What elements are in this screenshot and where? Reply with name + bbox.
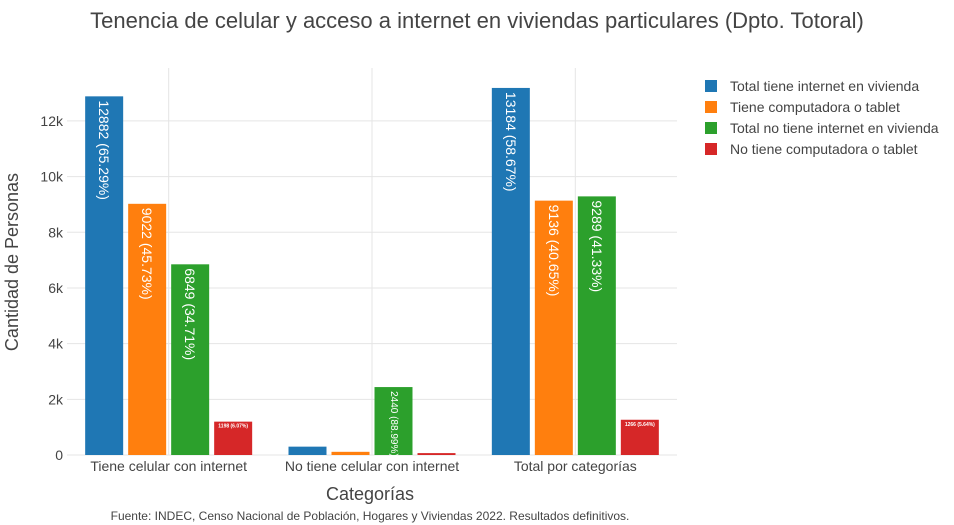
x-tick-label: No tiene celular con internet	[285, 458, 459, 474]
bar	[374, 387, 413, 455]
y-tick-label: 0	[55, 447, 63, 463]
bar	[331, 451, 370, 455]
x-tick-label: Tiene celular con internet	[90, 458, 247, 474]
grid-layer	[67, 68, 677, 456]
y-tick-label: 10k	[40, 169, 64, 185]
bars-layer	[85, 87, 659, 455]
bar-labels-layer: 12882 (65.29%) 13184 (58.67%) 9022 (45.73%…	[96, 92, 655, 457]
y-tick-label: 8k	[48, 224, 64, 240]
x-tick-label: Total por categorías	[514, 458, 637, 474]
legend: Total tiene internet en vivienda Tiene co…	[705, 78, 939, 157]
legend-swatch	[705, 101, 717, 113]
y-axis: 0 2k 4k 6k 8k 10k 12k	[40, 113, 64, 463]
bar	[85, 96, 124, 455]
bar-data-label: 9136 (40.65%)	[546, 205, 562, 297]
x-axis: Tiene celular con internet No tiene celul…	[90, 458, 636, 474]
bar	[620, 419, 659, 455]
legend-entry: Total no tiene internet en vivienda	[730, 120, 939, 136]
y-axis-title: Cantidad de Personas	[2, 173, 22, 351]
source-note: Fuente: INDEC, Censo Nacional de Poblaci…	[111, 509, 630, 523]
legend-entry: Total tiene internet en vivienda	[730, 78, 919, 94]
bar	[288, 446, 327, 455]
bar-data-label: 2440 (88.99%)	[388, 391, 399, 457]
y-tick-label: 4k	[48, 336, 64, 352]
bar	[214, 421, 253, 455]
legend-entry: No tiene computadora o tablet	[730, 141, 918, 157]
bar	[417, 453, 456, 455]
bar	[577, 196, 616, 455]
legend-swatch	[705, 122, 717, 134]
legend-swatch	[705, 80, 717, 92]
legend-entry: Tiene computadora o tablet	[730, 99, 900, 115]
legend-swatch	[705, 143, 717, 155]
y-tick-label: 6k	[48, 280, 64, 296]
bar-data-label: 1198 (6.07%)	[218, 424, 248, 430]
bar-data-label: 9289 (41.33%)	[589, 200, 605, 292]
bar-data-label: 1266 (5.64%)	[625, 422, 655, 428]
y-tick-label: 12k	[40, 113, 64, 129]
bar-data-label: 6849 (34.71%)	[182, 268, 198, 360]
bar-data-label: 13184 (58.67%)	[503, 92, 519, 192]
bar	[491, 87, 530, 455]
bar	[171, 264, 210, 455]
y-tick-label: 2k	[48, 391, 64, 407]
x-axis-title: Categorías	[326, 484, 414, 504]
bar	[128, 203, 167, 455]
bar-data-label: 9022 (45.73%)	[139, 208, 155, 300]
bar	[534, 200, 573, 455]
bar-data-label: 12882 (65.29%)	[96, 100, 112, 200]
chart-title: Tenencia de celular y acceso a internet …	[90, 8, 864, 33]
